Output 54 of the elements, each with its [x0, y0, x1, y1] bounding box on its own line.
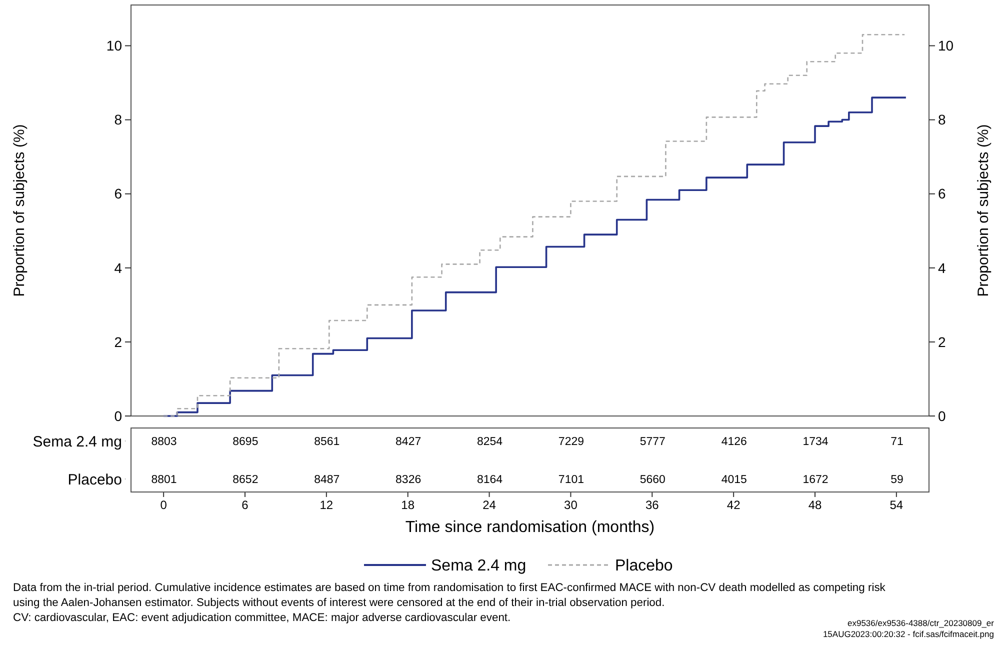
data-label: 8695 [232, 436, 258, 448]
data-label: 5660 [640, 474, 666, 486]
data-label: 8561 [314, 436, 340, 448]
y-tick-label: 6 [114, 186, 122, 202]
text: Data from the in-trial period. Cumulative incidence estimates are based on time from randomisation to first EAC-confirmed MACE with non-CV death modelled as competing risk [13, 582, 886, 594]
data-label: 1734 [802, 436, 829, 448]
x-tick-label: 18 [401, 498, 415, 512]
y2-tick-label: 2 [938, 334, 946, 350]
x-tick-label: 6 [242, 498, 249, 512]
y-axis-title: Proportion of subjects (%) [11, 124, 28, 297]
y-tick-label: 0 [114, 408, 122, 424]
data-label: 8254 [476, 436, 504, 448]
y-tick-label: 2 [114, 334, 122, 350]
data-label: 8652 [232, 474, 258, 486]
x-tick-label: 12 [320, 498, 334, 512]
y-tick-label: Sema 2.4 mg [32, 433, 122, 450]
x-tick-label: 36 [645, 498, 660, 512]
data-label: 59 [890, 474, 904, 486]
text: CV: cardiovascular, EAC: event adjudication committee, MACE: major adverse cardiovascular event. [13, 612, 511, 624]
data-label: 4015 [721, 474, 747, 486]
data-label: 8326 [396, 474, 422, 486]
data-label: 8803 [151, 436, 177, 448]
data-label: 4126 [721, 436, 747, 448]
text: ex9536/ex9536-4388/ctr_20230809_er [847, 618, 994, 628]
x-tick-label: 48 [808, 498, 822, 512]
y2-axis-title: Proportion of subjects (%) [975, 124, 992, 297]
y2-tick-label: 0 [938, 408, 946, 424]
data-label: 8164 [476, 474, 504, 486]
x-tick-label: 0 [160, 498, 168, 512]
y-tick-label: 4 [114, 260, 122, 276]
x-tick-label: 54 [890, 498, 904, 512]
y-tick-label: 8 [114, 112, 122, 128]
data-label: 71 [890, 436, 904, 448]
x-tick-label: 30 [564, 498, 578, 512]
data-label: 1672 [802, 474, 828, 486]
y2-tick-label: 8 [938, 112, 946, 128]
x-tick-label: 24 [482, 498, 496, 512]
data-label: 8801 [151, 474, 177, 486]
legend-label: Sema 2.4 mg [431, 558, 526, 575]
data-label: 7101 [558, 474, 584, 486]
x-axis-title: Time since randomisation (months) [405, 519, 655, 536]
data-label: 8427 [396, 436, 422, 448]
data-label: 8487 [314, 474, 340, 486]
legend-label: Placebo [615, 558, 673, 575]
x-tick-label: 42 [726, 498, 741, 512]
y2-tick-label: 10 [938, 38, 954, 54]
y-tick-label: Placebo [68, 471, 122, 488]
text: 15AUG2023:00:20:32 - fcif.sas/fcifmaceit.png [822, 629, 994, 639]
y-tick-label: 10 [106, 38, 122, 54]
data-label: 7229 [558, 436, 584, 448]
text: using the Aalen-Johansen estimator. Subjects without events of interest were censored at the end of their in-trial observation period. [13, 597, 665, 609]
data-label: 5777 [640, 436, 666, 448]
y2-tick-label: 6 [938, 186, 946, 202]
y2-tick-label: 4 [938, 260, 946, 276]
